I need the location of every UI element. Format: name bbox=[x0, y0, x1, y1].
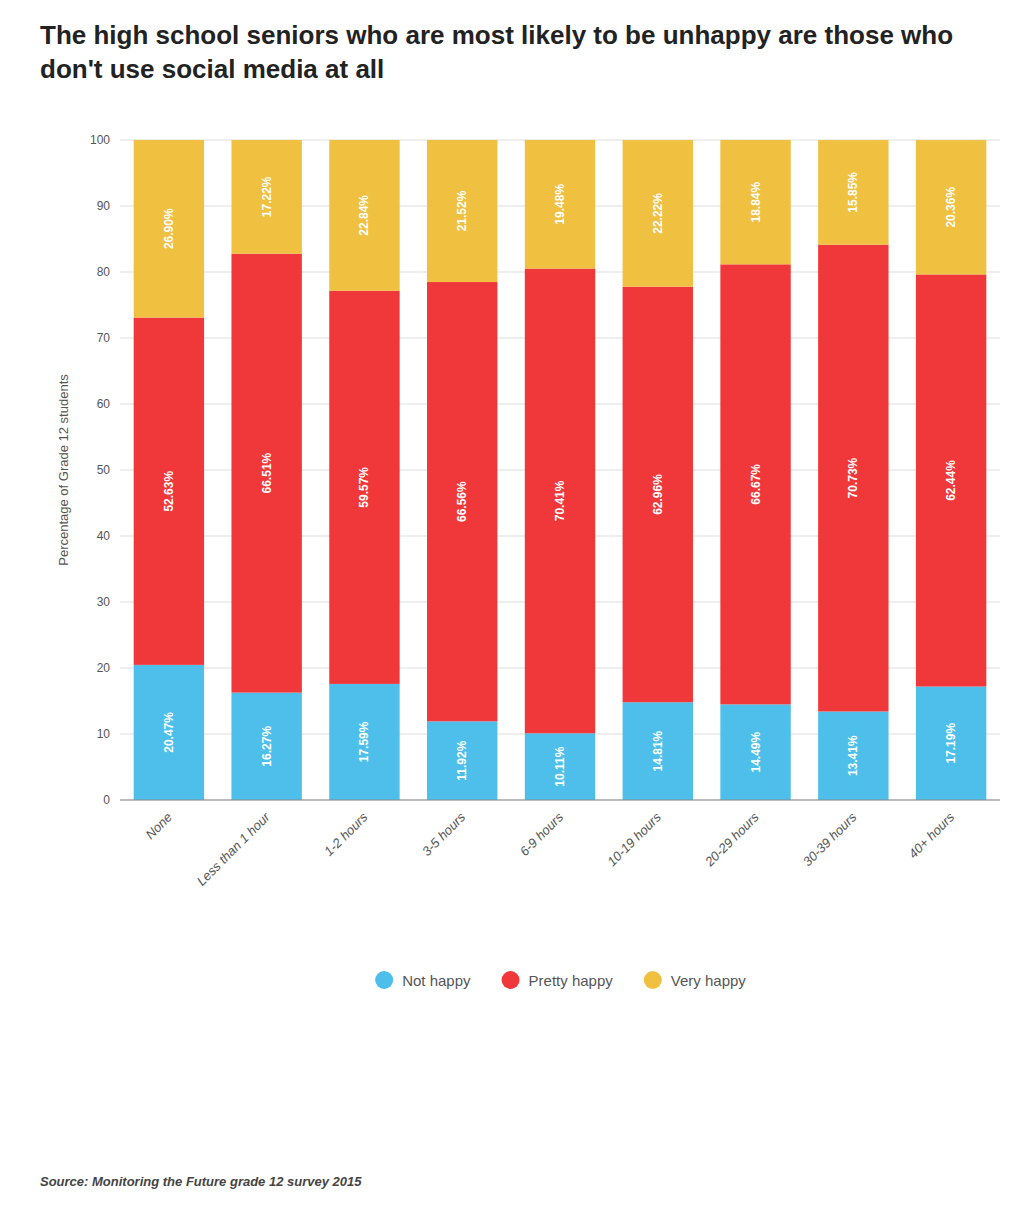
bar bbox=[134, 665, 204, 800]
bar bbox=[329, 684, 399, 800]
data-label: 26.90% bbox=[162, 208, 176, 249]
y-tick-label: 30 bbox=[97, 595, 111, 609]
data-label: 20.36% bbox=[944, 187, 958, 228]
grid bbox=[120, 140, 1000, 800]
x-tick-label: 1-2 hours bbox=[321, 809, 371, 859]
data-label: 14.49% bbox=[749, 732, 763, 773]
data-label: 62.44% bbox=[944, 460, 958, 501]
x-tick-label: 30-39 hours bbox=[800, 809, 860, 869]
data-label: 70.41% bbox=[553, 480, 567, 521]
bar bbox=[525, 140, 595, 269]
y-tick-label: 50 bbox=[97, 463, 111, 477]
data-label: 17.59% bbox=[357, 721, 371, 762]
y-tick-label: 80 bbox=[97, 265, 111, 279]
bar bbox=[427, 721, 497, 800]
y-tick-label: 20 bbox=[97, 661, 111, 675]
bar bbox=[720, 140, 790, 264]
bar bbox=[916, 274, 986, 686]
legend: Not happy Pretty happy Very happy bbox=[375, 971, 746, 989]
bar bbox=[134, 140, 204, 318]
bar bbox=[720, 264, 790, 704]
title-line: The high school seniors who are most lik… bbox=[40, 20, 953, 50]
data-label: 59.57% bbox=[357, 467, 371, 508]
x-tick-label: 40+ hours bbox=[905, 809, 957, 861]
title-line: don't use social media at all bbox=[40, 54, 384, 84]
data-label: 66.51% bbox=[260, 452, 274, 493]
bars bbox=[134, 140, 987, 800]
chart: The high school seniors who are most lik… bbox=[0, 0, 1026, 1206]
bar bbox=[134, 318, 204, 665]
data-label: 16.27% bbox=[260, 726, 274, 767]
data-label: 14.81% bbox=[651, 730, 665, 771]
bar bbox=[623, 702, 693, 800]
data-label: 17.19% bbox=[944, 723, 958, 764]
grid-line bbox=[120, 800, 1000, 801]
x-tick-label: Less than 1 hour bbox=[194, 809, 274, 889]
legend-label: Very happy bbox=[671, 972, 747, 989]
data-label: 15.85% bbox=[846, 172, 860, 213]
x-tick-label: 3-5 hours bbox=[419, 809, 469, 859]
data-label: 11.92% bbox=[455, 740, 469, 780]
data-label: 66.56% bbox=[455, 481, 469, 522]
data-labels: 20.47% 16.27% 17.59% 11.92% 10.11% 14.81% 14.4… bbox=[162, 172, 958, 787]
legend-label: Not happy bbox=[402, 972, 471, 989]
bar bbox=[231, 254, 301, 693]
data-label: 52.63% bbox=[162, 471, 176, 512]
y-tick-label: 0 bbox=[103, 793, 110, 807]
bar bbox=[916, 687, 986, 800]
bar bbox=[818, 711, 888, 800]
x-tick-label: None bbox=[142, 810, 175, 843]
bar bbox=[427, 140, 497, 282]
y-tick-label: 60 bbox=[97, 397, 111, 411]
data-label: 10.11% bbox=[553, 746, 567, 786]
data-label: 18.84% bbox=[749, 181, 763, 222]
data-label: 62.96% bbox=[651, 474, 665, 515]
y-tick-label: 10 bbox=[97, 727, 111, 741]
page: {"chart_data": { "type": "bar", "stacked… bbox=[0, 0, 1026, 1206]
source: Source: Monitoring the Future grade 12 s… bbox=[40, 1174, 362, 1189]
legend-swatch bbox=[502, 971, 520, 989]
x-tick-label: 20-29 hours bbox=[701, 809, 762, 870]
data-label: 70.73% bbox=[846, 457, 860, 498]
x-tick-label: 6-9 hours bbox=[517, 809, 567, 859]
data-label: 22.22% bbox=[651, 193, 665, 234]
bar bbox=[720, 704, 790, 800]
data-label: 66.67% bbox=[749, 464, 763, 505]
title: The high school seniors who are most lik… bbox=[40, 20, 953, 84]
y-tick-label: 70 bbox=[97, 331, 111, 345]
data-label: 13.41% bbox=[846, 735, 860, 776]
y-tick-label: 100 bbox=[90, 133, 110, 147]
data-label: 22.84% bbox=[357, 195, 371, 236]
data-label: 20.47% bbox=[162, 712, 176, 753]
bar bbox=[231, 140, 301, 254]
bar bbox=[525, 733, 595, 800]
legend-swatch bbox=[375, 971, 393, 989]
data-label: 19.48% bbox=[553, 184, 567, 225]
bar bbox=[329, 140, 399, 291]
bar bbox=[427, 282, 497, 721]
legend-label: Pretty happy bbox=[529, 972, 614, 989]
x-tick-label: 10-19 hours bbox=[604, 809, 664, 869]
bar bbox=[623, 140, 693, 287]
bar bbox=[525, 269, 595, 734]
data-label: 17.22% bbox=[260, 176, 274, 217]
bar bbox=[916, 140, 986, 274]
bar bbox=[818, 245, 888, 712]
data-label: 21.52% bbox=[455, 190, 469, 231]
bar bbox=[623, 287, 693, 703]
legend-swatch bbox=[644, 971, 662, 989]
bar bbox=[329, 291, 399, 684]
y-tick-label: 90 bbox=[97, 199, 111, 213]
x-axis-line bbox=[120, 800, 1000, 801]
y-tick-label: 40 bbox=[97, 529, 111, 543]
bar bbox=[818, 140, 888, 245]
bar bbox=[231, 693, 301, 800]
y-axis-label: Percentage of Grade 12 students bbox=[56, 374, 71, 566]
